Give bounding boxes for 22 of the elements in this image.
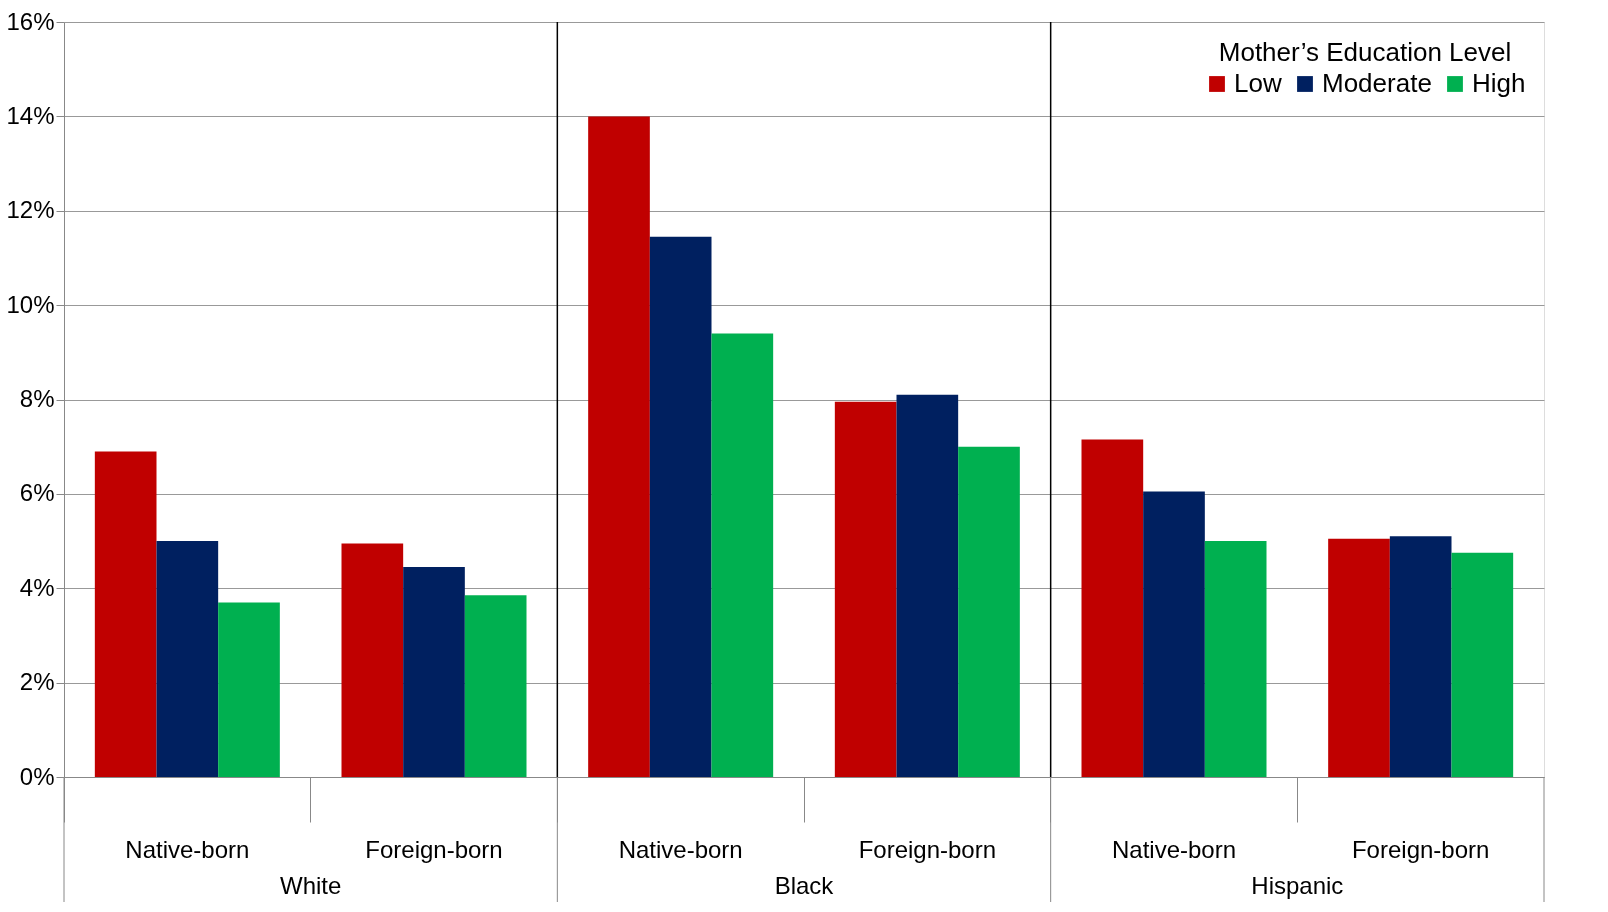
text: White [279, 872, 342, 899]
text: Hispanic [1251, 872, 1344, 899]
x-tick-label: Native-born [1111, 835, 1237, 863]
text: Black [774, 872, 835, 899]
x-tick-label: Foreign-born [1351, 835, 1490, 863]
legend-title: Mother’s Education Level [1218, 37, 1512, 67]
y-tick-label: 14% [6, 101, 55, 129]
x-tick-label: Foreign-born [858, 835, 997, 863]
y-tick-label: 10% [6, 290, 55, 318]
x-tick-label: Native-born [618, 835, 743, 863]
x-tick-label: Native-born [125, 835, 250, 863]
y-tick-label: 6% [19, 479, 55, 507]
legend-label: Low [1234, 68, 1282, 98]
legend-label: High [1472, 68, 1526, 98]
y-tick-label: 2% [19, 668, 55, 696]
y-tick-label: 8% [19, 385, 55, 412]
y-tick-label: 0% [19, 762, 55, 790]
y-tick-label: 12% [6, 196, 55, 224]
y-tick-label: 16% [6, 7, 55, 35]
x-tick-label: Foreign-born [365, 835, 503, 863]
legend-label: Moderate [1322, 68, 1432, 98]
y-tick-label: 4% [19, 573, 55, 601]
